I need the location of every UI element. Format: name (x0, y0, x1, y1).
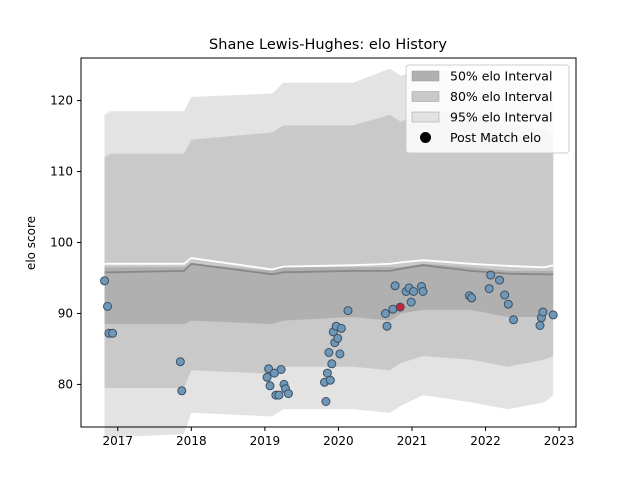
post-match-elo-point (548, 310, 558, 320)
x-tick-label: 2023 (544, 434, 575, 448)
x-tick-label: 2018 (176, 434, 207, 448)
y-tick-label: 110 (50, 165, 73, 179)
post-match-elo-point (503, 299, 513, 309)
post-match-elo-point (336, 323, 346, 333)
post-match-elo-point (382, 321, 392, 331)
post-match-elo-point (175, 357, 185, 367)
legend-box (405, 64, 570, 154)
post-match-elo-point (177, 386, 187, 396)
legend-swatch (411, 111, 440, 123)
post-match-elo-point (388, 304, 398, 314)
post-match-elo-point (103, 301, 112, 311)
legend-label: 50% elo Interval (450, 69, 552, 84)
upper-elo-line (104, 257, 554, 271)
legend-label: 80% elo Interval (450, 89, 552, 104)
legend: 50% elo Interval 80% elo Interval 95% elo … (405, 64, 570, 154)
band-50-interval (104, 263, 554, 325)
post-match-elo-point (500, 290, 510, 300)
post-match-elo-point (535, 321, 545, 330)
x-tick-label: 2022 (470, 434, 501, 448)
post-match-elo-point (390, 281, 400, 291)
post-match-elo-point (409, 287, 418, 296)
post-match-elo-point (265, 381, 275, 391)
plot-area (80, 57, 577, 438)
post-match-elo-point (327, 359, 337, 369)
x-tick-label: 2021 (397, 434, 428, 448)
post-match-elo-point (335, 349, 345, 359)
post-match-elo-point (486, 270, 496, 280)
legend-swatch (411, 91, 440, 102)
y-tick-label: 120 (50, 94, 73, 108)
y-tick-label: 100 (50, 236, 73, 250)
x-tick-label: 2017 (103, 434, 134, 448)
post-match-elo-point (100, 276, 109, 286)
y-axis-label: elo score (24, 216, 38, 270)
post-match-elo-point (269, 368, 279, 378)
legend-marker (420, 132, 431, 143)
post-match-elo-point (283, 389, 293, 399)
post-match-elo-point (467, 293, 477, 303)
mean-elo-line (104, 262, 554, 276)
post-match-elo-point (324, 348, 334, 357)
post-match-elo-point (325, 375, 335, 385)
post-match-elo-point (484, 284, 494, 294)
post-match-elo-point (321, 397, 331, 406)
post-match-elo-point (343, 306, 353, 316)
post-match-elo-point (262, 372, 272, 382)
y-axis: 80 90 100 110 120 (50, 94, 81, 391)
chart-title: Shane Lewis-Hughes: elo History (209, 37, 447, 53)
legend-label: Post Match elo (450, 130, 541, 145)
x-axis: 2017 2018 2019 2020 2021 2022 2023 (103, 427, 575, 448)
y-tick-label: 80 (58, 377, 73, 391)
highlight-elo-point (395, 302, 405, 312)
y-tick-label: 90 (58, 306, 73, 320)
post-match-elo-point (108, 328, 118, 338)
post-match-elo-point (406, 297, 416, 307)
x-tick-label: 2020 (323, 434, 354, 448)
legend-label: 95% elo Interval (450, 110, 552, 125)
legend-swatch (411, 70, 440, 82)
post-match-elo-point (333, 333, 343, 343)
x-tick-label: 2019 (250, 434, 281, 448)
post-match-elo-point (495, 275, 504, 285)
post-match-elo-point (418, 287, 428, 296)
post-match-elo-point (509, 315, 518, 325)
post-match-elo-point (381, 309, 390, 318)
post-match-elo-point (538, 307, 548, 317)
post-match-elo-point (274, 390, 284, 400)
post-match-elo-point (276, 365, 286, 374)
